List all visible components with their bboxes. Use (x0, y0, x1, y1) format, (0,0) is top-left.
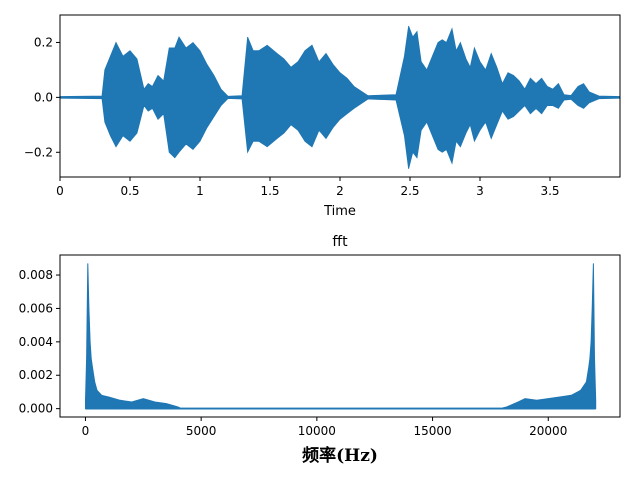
fft-title: fft (332, 234, 348, 250)
y-tick-label: 0.006 (19, 301, 53, 315)
fft-axes-frame (59, 254, 621, 418)
x-tick-label: 3 (476, 184, 484, 198)
x-tick-label: 10000 (298, 424, 336, 438)
waveform-panel: 0 0.5 1 1.5 2 2.5 3 3.5 −0.2 0.0 0.2 Time (24, 14, 621, 219)
x-tick-label: 1 (196, 184, 204, 198)
waveform-y-ticks: −0.2 0.0 0.2 (24, 35, 60, 159)
x-tick-label: 20000 (529, 424, 567, 438)
y-tick-label: −0.2 (24, 145, 53, 159)
fft-x-ticks: 0 5000 10000 15000 20000 (82, 417, 567, 438)
x-tick-label: 0 (82, 424, 90, 438)
x-tick-label: 0.5 (120, 184, 139, 198)
y-tick-label: 0.008 (19, 268, 53, 282)
waveform-x-axis-label: Time (323, 204, 356, 219)
y-tick-label: 0.2 (34, 35, 53, 49)
y-tick-label: 0.000 (19, 402, 53, 416)
x-tick-label: 2 (336, 184, 344, 198)
fft-panel: 0 5000 10000 15000 20000 0.0000.0020.0040.00… (19, 234, 621, 466)
x-tick-label: 15000 (413, 424, 451, 438)
y-tick-label: 0.002 (19, 368, 53, 382)
x-tick-label: 3.5 (540, 184, 559, 198)
x-tick-label: 1.5 (260, 184, 279, 198)
x-tick-label: 2.5 (400, 184, 419, 198)
y-tick-label: 0.0 (34, 90, 53, 104)
x-tick-label: 0 (56, 184, 64, 198)
fft-x-axis-label: 频率(Hz) (302, 445, 378, 466)
fft-y-ticks: 0.000 0.002 0.004 0.006 0.008 (19, 268, 60, 416)
x-tick-label: 5000 (186, 424, 217, 438)
y-tick-label: 0.004 (19, 335, 53, 349)
waveform-x-ticks: 0 0.5 1 1.5 2 2.5 3 3.5 (56, 177, 560, 198)
